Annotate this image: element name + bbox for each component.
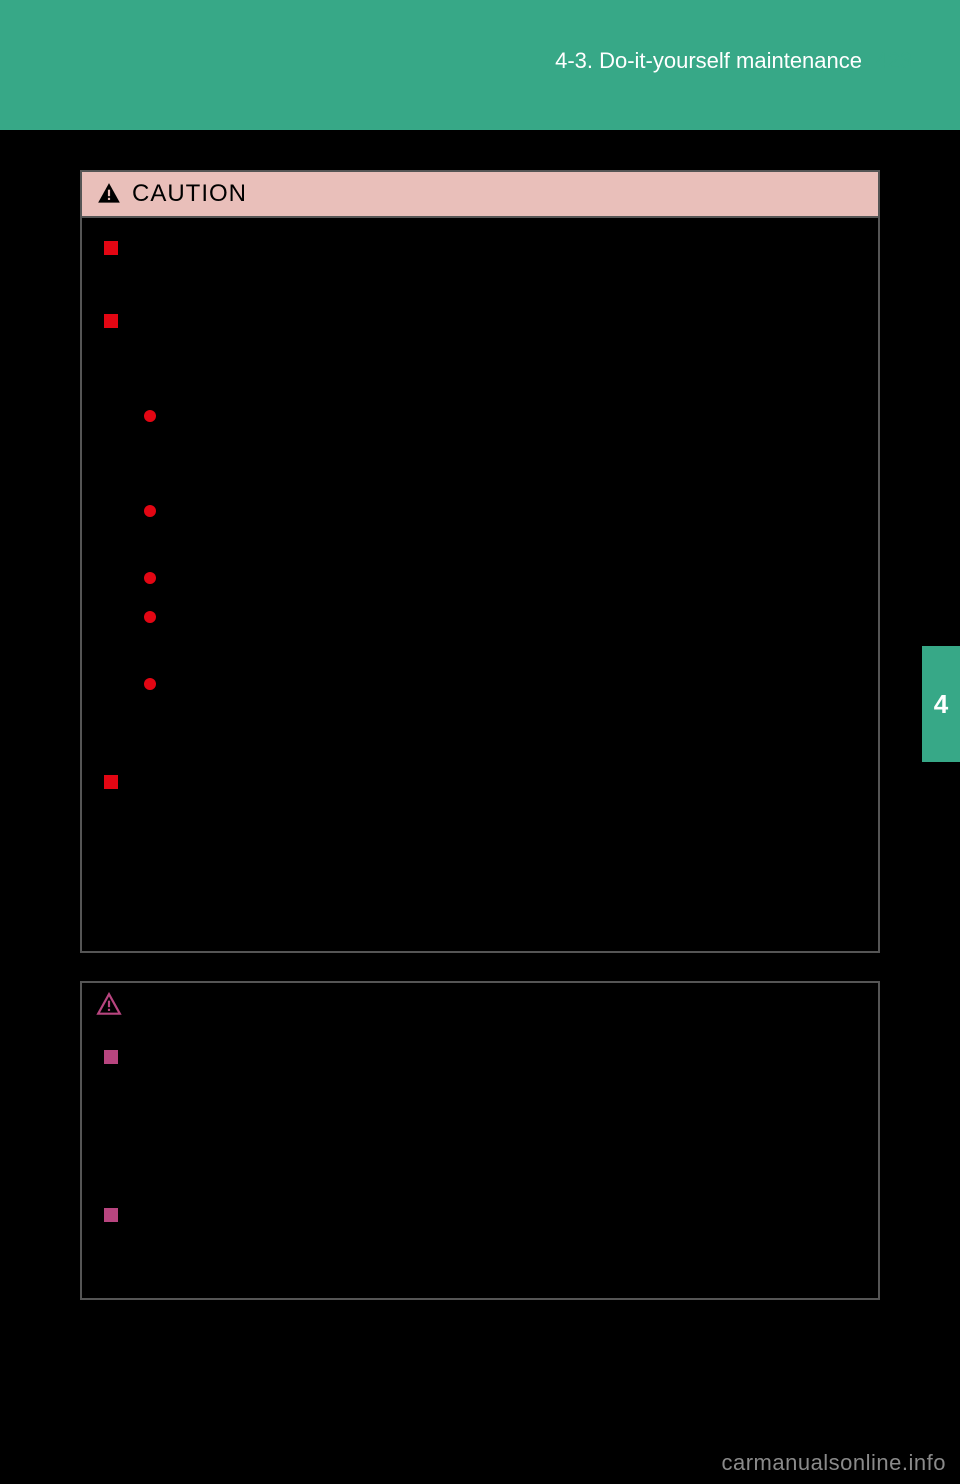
dot-icon [144,410,156,422]
square-bullet-icon [104,314,118,328]
breadcrumb: 4-3. Do-it-yourself maintenance [555,48,862,74]
bullet-text: Always use wheel nuts designed for use w… [166,565,723,594]
notice-box: NOTICE Driving with tire chains (17 inch… [80,981,880,1301]
dot-icon [144,572,156,584]
watermark: carmanualsonline.info [721,1450,946,1476]
bullet-list: Never use oil or grease on the wheel bol… [144,403,856,757]
page-content: CAUTION When raising your vehicle Make s… [80,170,880,1328]
section-title: Driving with tire chains (17 inch tire) [126,1045,427,1072]
bullet-text: Never use oil or grease on the wheel bol… [166,403,856,489]
square-bullet-icon [104,1050,118,1064]
list-item: Never use wheels with an unspecified amo… [144,604,856,661]
section-text: Make sure to observe the following to re… [126,267,856,296]
caution-header: CAUTION [82,172,878,218]
section-title: Use of tire chains (Except 17 inch tire) [126,770,447,797]
caution-section: Use of tire chains (Except 17 inch tire)… [104,770,856,915]
caution-body: When raising your vehicle Make sure to o… [82,218,878,951]
section-title: When replacing wheels [126,309,322,336]
dot-icon [144,678,156,690]
bullet-text: In addition, the wheel nuts may loosen a… [166,671,856,757]
warning-outline-icon [96,992,122,1018]
section-text: When replacing the wheels, tire inflatio… [126,1234,856,1263]
notice-label: NOTICE [132,991,229,1019]
list-item: Always use wheel nuts designed for use w… [144,565,856,594]
section-text: Observe the following precautions when o… [126,801,856,915]
page-number: 423 [875,48,912,74]
list-item: Do not attach a heavily damaged wheel or… [144,498,856,555]
section-title: When raising your vehicle [126,236,344,263]
notice-section: Replacing tire inflation valve and trans… [104,1203,856,1262]
dot-icon [144,611,156,623]
chapter-tab-number: 4 [934,689,948,720]
dot-icon [144,505,156,517]
chapter-tab: 4 [922,646,960,762]
section-text: Observe the following precautions to red… [126,340,856,397]
notice-body: Driving with tire chains (17 inch tire) … [82,1027,878,1299]
list-item: In addition, the wheel nuts may loosen a… [144,671,856,757]
list-item: Never use oil or grease on the wheel bol… [144,403,856,489]
caution-box: CAUTION When raising your vehicle Make s… [80,170,880,953]
section-title: Replacing tire inflation valve and trans… [126,1203,495,1230]
section-text: Observe the following precautions to red… [126,1075,856,1189]
notice-header: NOTICE [82,983,878,1027]
warning-icon [96,181,122,207]
notice-section: Driving with tire chains (17 inch tire) … [104,1045,856,1190]
square-bullet-icon [104,775,118,789]
square-bullet-icon [104,241,118,255]
caution-label: CAUTION [132,180,247,208]
bullet-text: Do not attach a heavily damaged wheel or… [166,498,856,555]
bullet-text: Never use wheels with an unspecified amo… [166,604,856,661]
caution-section: When replacing wheels Observe the follow… [104,309,856,756]
square-bullet-icon [104,1208,118,1222]
caution-section: When raising your vehicle Make sure to o… [104,236,856,295]
